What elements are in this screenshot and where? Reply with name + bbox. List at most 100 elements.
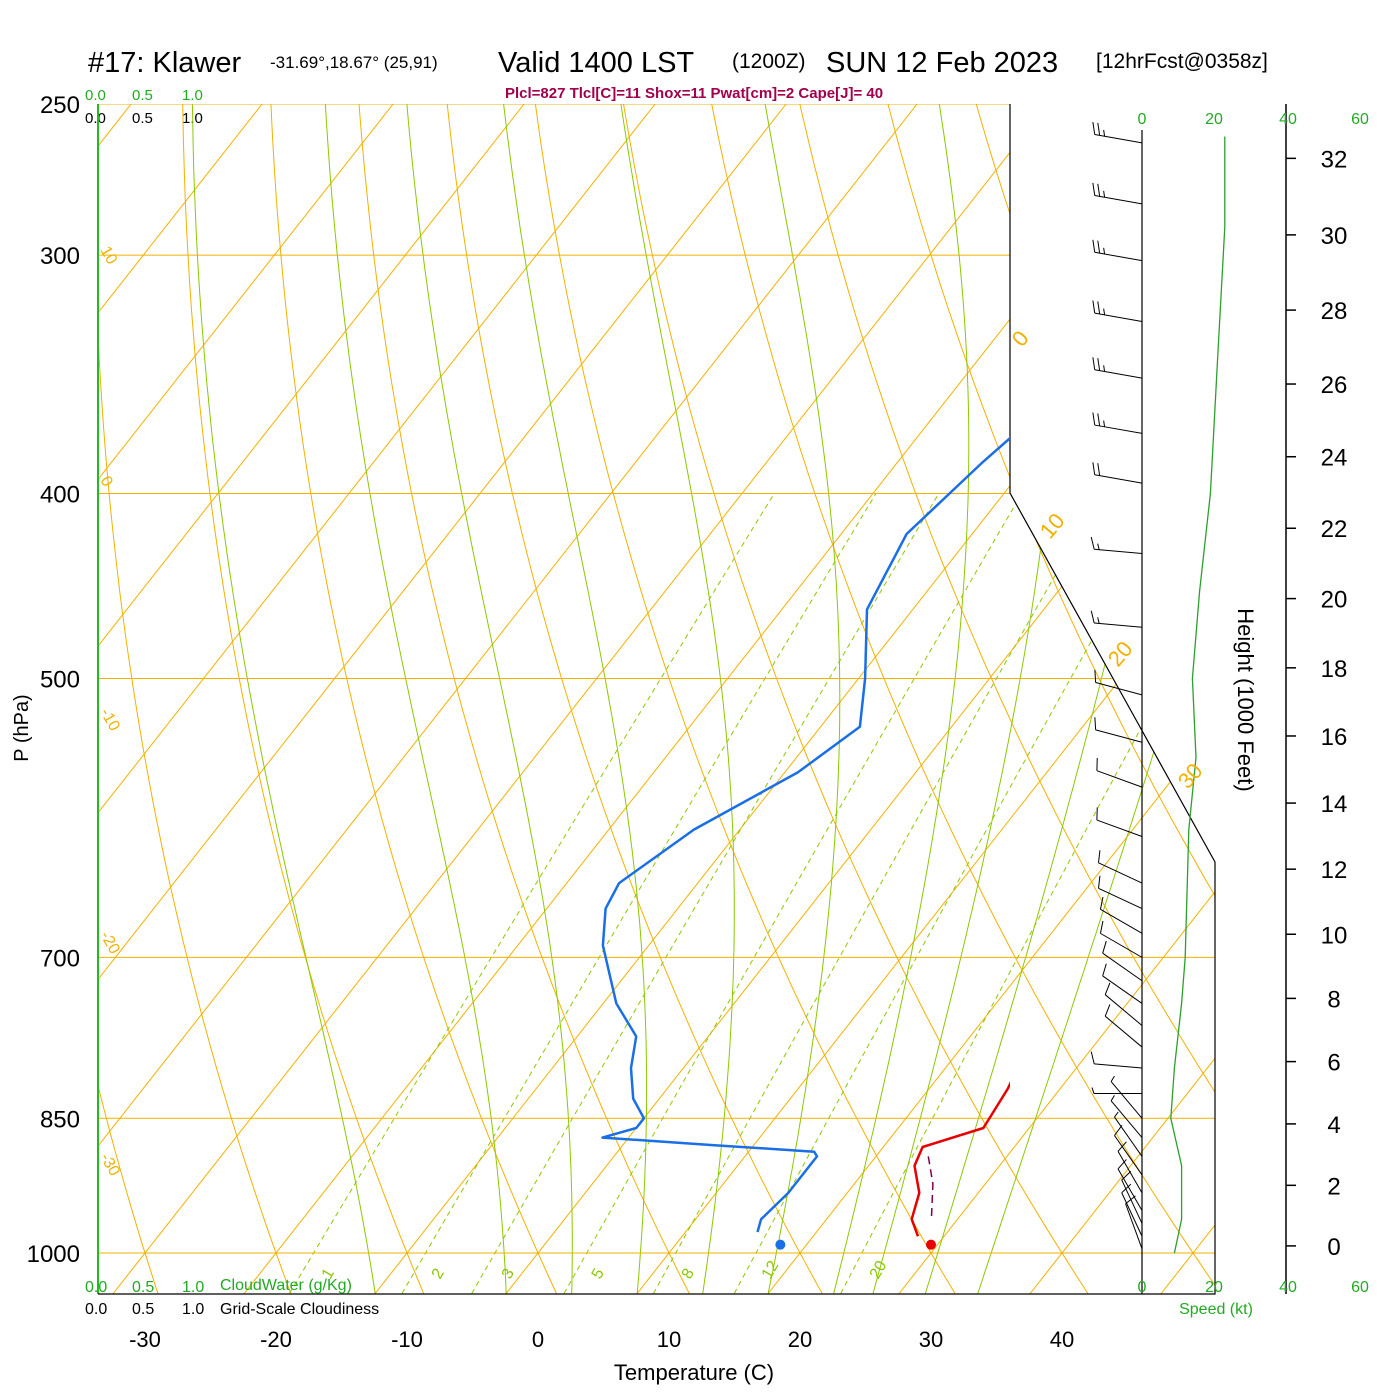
speed-tick-top-40: 40	[1279, 111, 1297, 128]
wind-barb	[1092, 357, 1143, 379]
barb-shaft	[1110, 1081, 1143, 1119]
wind-barb	[1092, 121, 1143, 144]
dry-adiabat-line	[0, 70, 25, 1293]
barb-shaft	[1104, 994, 1143, 1026]
isotherm-label-right: 30	[1173, 758, 1208, 793]
wind-barb	[1090, 536, 1143, 554]
dry-adiabat-line	[98, 104, 159, 1294]
cloudiness-label: Grid-Scale Cloudiness	[220, 1301, 379, 1318]
pressure-tick-label: 700	[40, 945, 80, 972]
isotherm-label: -30	[97, 1151, 123, 1180]
barb-half-feather	[1103, 129, 1106, 137]
barb-shaft	[1096, 819, 1143, 837]
barb-feather	[1098, 875, 1101, 889]
cloud-scale-bottom: 0.0 0.5 1.0 CloudWater (g/Kg) 0.0 0.5 1.…	[85, 1277, 379, 1318]
barb-feather	[1097, 301, 1101, 315]
barb-feather	[1102, 963, 1107, 977]
barb-shaft	[1094, 474, 1143, 484]
isotherm-line	[98, 104, 263, 1294]
speed-ticks-top: 0 20 40 60	[1138, 111, 1369, 128]
cloud-bottom-black-2: 1.0	[182, 1301, 204, 1318]
barb-feather	[1114, 1125, 1123, 1136]
pressure-tick-label: 250	[40, 92, 80, 119]
wind-barb	[1096, 807, 1143, 837]
barb-feather	[1092, 121, 1096, 135]
barb-shaft	[1094, 312, 1143, 322]
temperature-tick-label: 40	[1050, 1327, 1074, 1352]
speed-ticks-bottom: 0 20 40 60 Speed (kt)	[1138, 1279, 1369, 1318]
isotherm-line	[98, 104, 525, 1294]
wind-barb	[1092, 300, 1143, 322]
barb-half-feather	[1091, 1087, 1095, 1094]
wind-barb	[1102, 963, 1143, 1004]
dry-adiabat-line	[617, 104, 1089, 1294]
barb-shaft	[1094, 369, 1143, 379]
mixing-ratio-line	[840, 493, 1215, 1294]
isotherm-label-right: 10	[1035, 508, 1070, 543]
barb-feather	[1097, 183, 1101, 197]
indices-line: Plcl=827 Tlcl[C]=11 Shox=11 Pwat[cm]=2 C…	[505, 85, 883, 102]
temperature-tick-label: 20	[788, 1327, 812, 1352]
temperature-axis-label: Temperature (C)	[614, 1360, 774, 1385]
speed-tick-bottom-40: 40	[1279, 1279, 1297, 1296]
barb-half-feather	[1114, 1111, 1119, 1118]
cloud-scale-top: 0.0 0.5 1.0 0.0 0.5 1.0	[85, 87, 203, 127]
dry-adiabat-line	[530, 104, 956, 1294]
barb-shaft	[1094, 195, 1143, 205]
barb-half-feather	[1097, 543, 1100, 550]
barb-shaft	[1125, 1203, 1143, 1250]
mixing-ratio-line	[563, 493, 1023, 1294]
barb-half-feather	[1103, 308, 1106, 315]
barb-feather	[1092, 412, 1096, 426]
cloud-top-green-1: 0.5	[132, 87, 153, 104]
barb-feather	[1090, 610, 1095, 624]
barb-feather	[1097, 358, 1101, 371]
wind-barb	[1125, 1195, 1143, 1250]
barb-feather	[1125, 1195, 1136, 1205]
cloud-top-black-1: 0.5	[132, 110, 153, 127]
pressure-tick-label: 400	[40, 482, 80, 509]
moist-adiabat-line	[977, 104, 1215, 1294]
isotherm-line	[112, 104, 1049, 1294]
barb-feather	[1121, 1170, 1132, 1181]
moist-adiabat-line	[764, 104, 841, 1294]
temperature-tick-label: 30	[919, 1327, 943, 1352]
mixing-ratio-label: 2	[429, 1266, 448, 1282]
temperature-tick-label: -10	[391, 1327, 423, 1352]
moist-adiabat-line	[503, 104, 648, 1294]
barb-shaft	[1102, 975, 1143, 1004]
speed-tick-bottom-60: 60	[1351, 1279, 1369, 1296]
wind-barb	[1092, 239, 1143, 262]
mixing-ratio-line	[733, 493, 1175, 1294]
dewpoint-trace	[601, 436, 1010, 1233]
wind-barb	[1110, 1095, 1143, 1138]
wind-speed-line	[1170, 136, 1226, 1254]
barb-feather	[1092, 462, 1096, 475]
temperature-tick-label: 0	[532, 1327, 544, 1352]
height-tick-label: 24	[1321, 445, 1348, 472]
barb-shaft	[1094, 1063, 1143, 1069]
cloud-bottom-black-1: 0.5	[132, 1301, 154, 1318]
cloud-bottom-green-1: 0.5	[132, 1279, 154, 1296]
isotherm-line	[98, 104, 656, 1294]
temperature-tick-label: 10	[657, 1327, 681, 1352]
temperature-trace	[910, 1081, 1010, 1237]
barb-shaft	[1094, 548, 1143, 554]
surface-temperature-dot	[925, 1239, 936, 1250]
wind-barb	[1114, 1111, 1143, 1157]
barb-half-feather	[1103, 190, 1106, 198]
barb-feather	[1121, 1183, 1132, 1194]
isotherm-line	[636, 104, 1215, 1294]
dry-adiabat-line	[98, 104, 292, 1294]
barb-feather	[1099, 896, 1104, 910]
isotherm-label: 0	[97, 474, 116, 490]
barb-shaft	[1094, 424, 1143, 434]
wind-barb	[1098, 850, 1143, 884]
wind-barb	[1117, 1159, 1143, 1211]
valid-date: SUN 12 Feb 2023	[826, 47, 1058, 79]
mixing-ratio-line	[289, 493, 775, 1294]
isotherm-line	[1029, 104, 1215, 1294]
barb-feather	[1097, 240, 1101, 254]
